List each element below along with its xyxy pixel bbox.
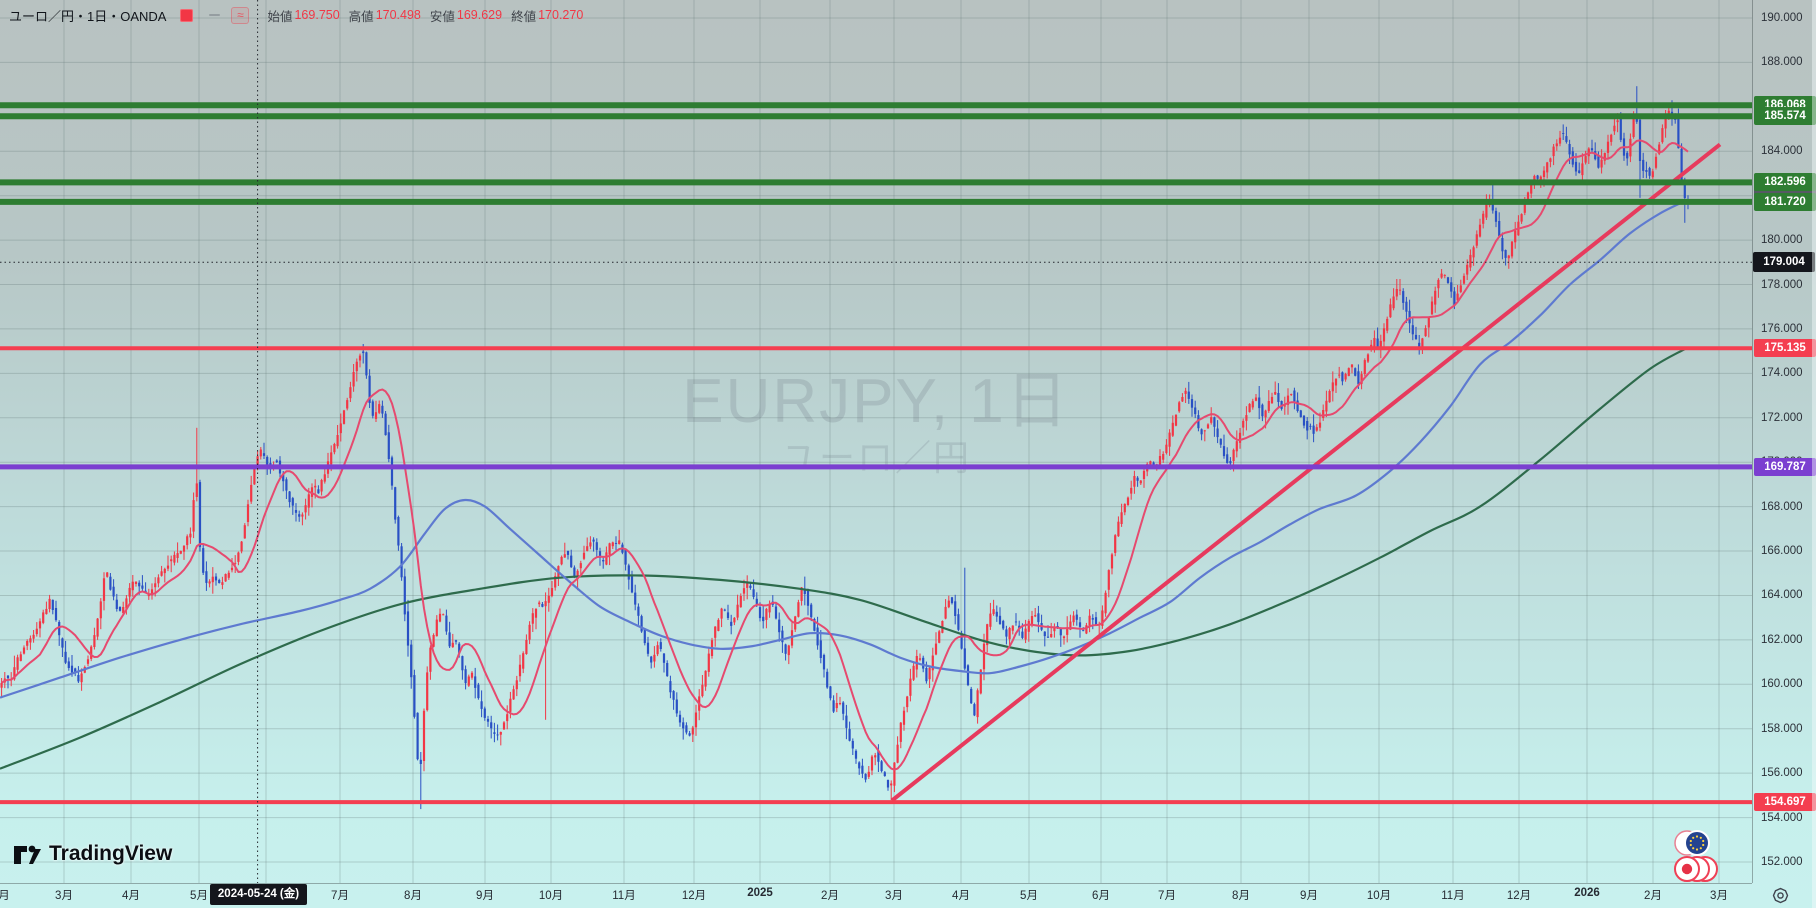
time-tick-label: 5月 [190,890,208,902]
high-value: 170.498 [375,8,421,22]
open-label: 始値 [267,9,293,24]
tradingview-logo[interactable]: TradingView [12,841,172,867]
high-label: 高値 [348,9,374,24]
window-edge-gutter [1812,0,1816,908]
time-tick-label: 3月 [885,890,903,902]
jpy-flag-icon [1674,856,1718,882]
gridlines [0,0,1752,883]
time-tick-label: 12月 [681,890,707,902]
time-tick-label: 2025 [747,887,773,899]
price-tick-label: 174.000 [1761,367,1803,379]
price-tick-label: 188.000 [1761,56,1803,68]
price-level-label: 181.720 [1754,193,1816,211]
indicator-dash-icon[interactable] [209,9,223,22]
time-tick-label: 6月 [1092,890,1110,902]
price-tick-label: 178.000 [1761,279,1803,291]
price-axis[interactable]: 190.000 188.000 184.000 180.000 178.000 176.0… [1752,0,1816,883]
time-tick-label: 2026 [1574,887,1600,899]
tradingview-logo-text: TradingView [49,842,173,865]
price-tick-label: 164.000 [1761,589,1803,601]
time-tick-label: 11月 [1441,890,1465,902]
price-tick-label: 160.000 [1761,678,1803,690]
time-tick-label: 11月 [612,890,636,902]
price-tick-label: 166.000 [1761,545,1803,557]
low-value: 169.629 [456,8,503,22]
low-label: 安値 [429,9,455,24]
candlestick-series[interactable] [0,86,1690,810]
time-tick-label: 7月 [331,890,349,902]
price-tick-label: 180.000 [1761,234,1803,246]
ohlc-readout: 始値 169.750 高値 170.498 安値 169.629 終値 170.270 [267,6,592,25]
time-tick-label: 2月 [821,890,839,902]
symbol-legend[interactable]: ユーロ／円・1日・OANDA ≈ 始値 169.750 高値 170.498 安値 1… [9,6,592,24]
time-tick-label: 10月 [1366,890,1392,902]
tradingview-logo-icon [14,845,41,864]
time-tick-label: 3月 [1710,890,1728,902]
time-tick-label: 7月 [1158,890,1176,902]
time-tick-label: 8月 [1232,890,1250,902]
price-tick-label: 176.000 [1761,323,1803,335]
close-value: 170.270 [538,8,584,22]
time-tick-label: 4月 [122,890,140,902]
price-level-label: 185.574 [1754,107,1816,125]
time-tick-label: 月 [0,890,10,902]
time-tick-label: 4月 [952,890,970,902]
time-tick-label: 12月 [1506,890,1532,902]
ma-75-blue-line[interactable] [0,199,1688,699]
gear-icon [1772,887,1788,903]
price-tick-label: 168.000 [1761,501,1803,513]
candlestick-series-icon[interactable] [180,8,194,22]
time-tick-label: 9月 [1300,890,1318,902]
price-tick-label: 190.000 [1761,12,1803,24]
price-tick-label: 184.000 [1761,145,1803,157]
eur-flag-icon [1674,830,1710,856]
price-tick-label: 158.000 [1761,723,1803,735]
price-tick-label: 172.000 [1761,412,1803,424]
ma-fast-pink-line[interactable] [1,139,1689,771]
ma-200-green-line[interactable] [0,347,1686,770]
price-tick-label: 162.000 [1761,634,1803,646]
price-level-label: 175.135 [1754,339,1816,357]
open-value: 169.750 [294,8,340,22]
price-level-label: 169.787 [1754,458,1816,476]
crosshair-price-label: 179.004 [1753,252,1815,272]
price-tick-label: 156.000 [1761,767,1803,779]
symbol-flag-logos [1668,824,1732,893]
time-tick-label: 10月 [538,890,564,902]
price-tick-label: 152.000 [1761,856,1803,868]
indicator-wave-icon[interactable]: ≈ [231,6,250,24]
time-tick-label: 9月 [476,890,494,902]
close-label: 終値 [511,9,537,24]
price-level-label: 182.596 [1754,173,1816,191]
trend-line[interactable] [890,142,1722,803]
symbol-title[interactable]: ユーロ／円・1日・OANDA [9,8,167,24]
time-tick-label: 8月 [404,890,422,902]
crosshair-date-label: 2024-05-24 (金) [210,884,307,905]
time-tick-label: 2月 [1644,890,1662,902]
axis-settings-button[interactable] [1768,885,1792,905]
time-tick-label: 3月 [55,890,73,902]
time-tick-label: 5月 [1020,890,1038,902]
price-tick-label: 154.000 [1761,812,1803,824]
price-level-label: 154.697 [1754,793,1816,811]
